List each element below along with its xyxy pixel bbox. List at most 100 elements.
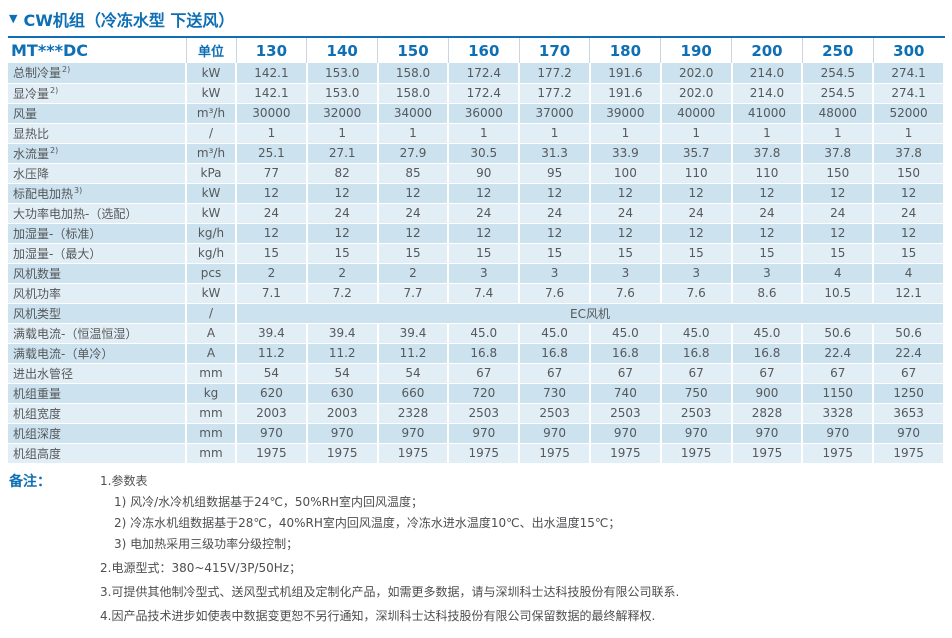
row-unit: kg/h xyxy=(186,243,237,264)
cell-value: 177.2 xyxy=(519,63,591,84)
row-label: 满载电流-（单冷） xyxy=(8,343,187,364)
cell-value: 202.0 xyxy=(660,83,733,104)
row-label: 加湿量-（最大） xyxy=(8,243,187,264)
cell-value: 2503 xyxy=(660,403,733,424)
cell-value: 1975 xyxy=(731,443,804,464)
cell-value: 150 xyxy=(802,163,875,184)
row-label-superscript: 2) xyxy=(50,85,59,95)
row-label: 显热比 xyxy=(8,123,187,144)
cell-value: 660 xyxy=(377,383,450,404)
cell-value: 12 xyxy=(519,223,591,244)
cell-value: 24 xyxy=(236,203,308,224)
row-unit: kW xyxy=(186,183,237,204)
row-label: 机组深度 xyxy=(8,423,187,444)
cell-value: 39000 xyxy=(589,103,662,124)
model-column-header: 180 xyxy=(589,38,662,63)
row-label: 机组高度 xyxy=(8,443,187,464)
cell-value: 34000 xyxy=(377,103,450,124)
cell-value: 8.6 xyxy=(731,283,804,304)
cell-value: 158.0 xyxy=(377,83,450,104)
cell-value: 45.0 xyxy=(519,323,591,344)
cell-value: 1975 xyxy=(236,443,308,464)
cell-value: 970 xyxy=(802,423,875,444)
table-row: 机组深度 mm 970 970 970 970 970 970 970 970 970 970 xyxy=(8,423,945,444)
cell-value: 16.8 xyxy=(519,343,591,364)
cell-value: 36000 xyxy=(448,103,521,124)
row-label: 风机功率 xyxy=(8,283,187,304)
row-unit: kPa xyxy=(186,163,237,184)
cell-value: 274.1 xyxy=(873,83,945,104)
cell-value: 31.3 xyxy=(519,143,591,164)
cell-value: 12 xyxy=(731,223,804,244)
cell-value: 3 xyxy=(448,263,521,284)
cell-value: 1 xyxy=(873,123,945,144)
cell-value: 11.2 xyxy=(377,343,450,364)
cell-value: 3653 xyxy=(873,403,945,424)
cell-value: 45.0 xyxy=(660,323,733,344)
table-row: 标配电加热3) kW 12 12 12 12 12 12 12 12 12 12 xyxy=(8,183,945,204)
cell-value: 48000 xyxy=(802,103,875,124)
row-span-value: EC风机 xyxy=(236,303,945,324)
cell-value: 67 xyxy=(448,363,521,384)
row-unit: mm xyxy=(186,423,237,444)
table-row: 加湿量-（标准） kg/h 12 12 12 12 12 12 12 12 12 12 xyxy=(8,223,945,244)
cell-value: 158.0 xyxy=(377,63,450,84)
cell-value: 2003 xyxy=(236,403,308,424)
cell-value: 50.6 xyxy=(802,323,875,344)
cell-value: 1975 xyxy=(377,443,450,464)
cell-value: 720 xyxy=(448,383,521,404)
table-body: 总制冷量2) kW 142.1 153.0 158.0 172.4 177.2 191.6 20… xyxy=(8,63,945,464)
row-unit: A xyxy=(186,343,237,364)
table-row: 满载电流-（恒温恒湿） A 39.4 39.4 39.4 45.0 45.0 45.0 45.0… xyxy=(8,323,945,344)
cell-value: 15 xyxy=(236,243,308,264)
table-row: 水流量2) m³/h 25.1 27.1 27.9 30.5 31.3 33.9 35.7 37.… xyxy=(8,143,945,164)
cell-value: 1 xyxy=(519,123,591,144)
note-subitem: 3) 电加热采用三级功率分级控制； xyxy=(114,536,299,551)
cell-value: 1975 xyxy=(519,443,591,464)
cell-value: 12 xyxy=(589,183,662,204)
cell-value: 3 xyxy=(519,263,591,284)
cell-value: 12 xyxy=(377,223,450,244)
cell-value: 95 xyxy=(519,163,591,184)
cell-value: 15 xyxy=(802,243,875,264)
table-row: 显冷量2) kW 142.1 153.0 158.0 172.4 177.2 191.6 202… xyxy=(8,83,945,104)
cell-value: 2003 xyxy=(306,403,379,424)
table-row: 风机类型 / EC风机 xyxy=(8,303,945,324)
row-unit: kW xyxy=(186,283,237,304)
cell-value: 2503 xyxy=(448,403,521,424)
cell-value: 27.1 xyxy=(306,143,379,164)
cell-value: 37000 xyxy=(519,103,591,124)
cell-value: 12 xyxy=(236,183,308,204)
cell-value: 16.8 xyxy=(731,343,804,364)
row-label: 机组宽度 xyxy=(8,403,187,424)
cell-value: 30000 xyxy=(236,103,308,124)
cell-value: 191.6 xyxy=(589,63,662,84)
model-column-header: 140 xyxy=(306,38,379,63)
model-column-header: 190 xyxy=(660,38,733,63)
cell-value: 970 xyxy=(660,423,733,444)
cell-value: 2 xyxy=(236,263,308,284)
cell-value: 900 xyxy=(731,383,804,404)
table-header: MT***DC 单位 130 140 150 160 170 180 190 200 250 30… xyxy=(8,38,944,63)
cell-value: 54 xyxy=(236,363,308,384)
cell-value: 970 xyxy=(589,423,662,444)
cell-value: 110 xyxy=(731,163,804,184)
row-label-superscript: 2) xyxy=(62,65,71,75)
cell-value: 32000 xyxy=(306,103,379,124)
cell-value: 12 xyxy=(306,223,379,244)
cell-value: 177.2 xyxy=(519,83,591,104)
cell-value: 1 xyxy=(660,123,733,144)
cell-value: 77 xyxy=(236,163,308,184)
cell-value: 12 xyxy=(377,183,450,204)
cell-value: 15 xyxy=(306,243,379,264)
cell-value: 2 xyxy=(306,263,379,284)
row-unit: mm xyxy=(186,403,237,424)
cell-value: 54 xyxy=(306,363,379,384)
cell-value: 214.0 xyxy=(731,83,804,104)
row-label: 标配电加热3) xyxy=(8,183,187,204)
cell-value: 12 xyxy=(873,223,945,244)
table-header-row: MT***DC 单位 130 140 150 160 170 180 190 200 250 30… xyxy=(8,38,944,63)
cell-value: 15 xyxy=(589,243,662,264)
cell-value: 1975 xyxy=(589,443,662,464)
